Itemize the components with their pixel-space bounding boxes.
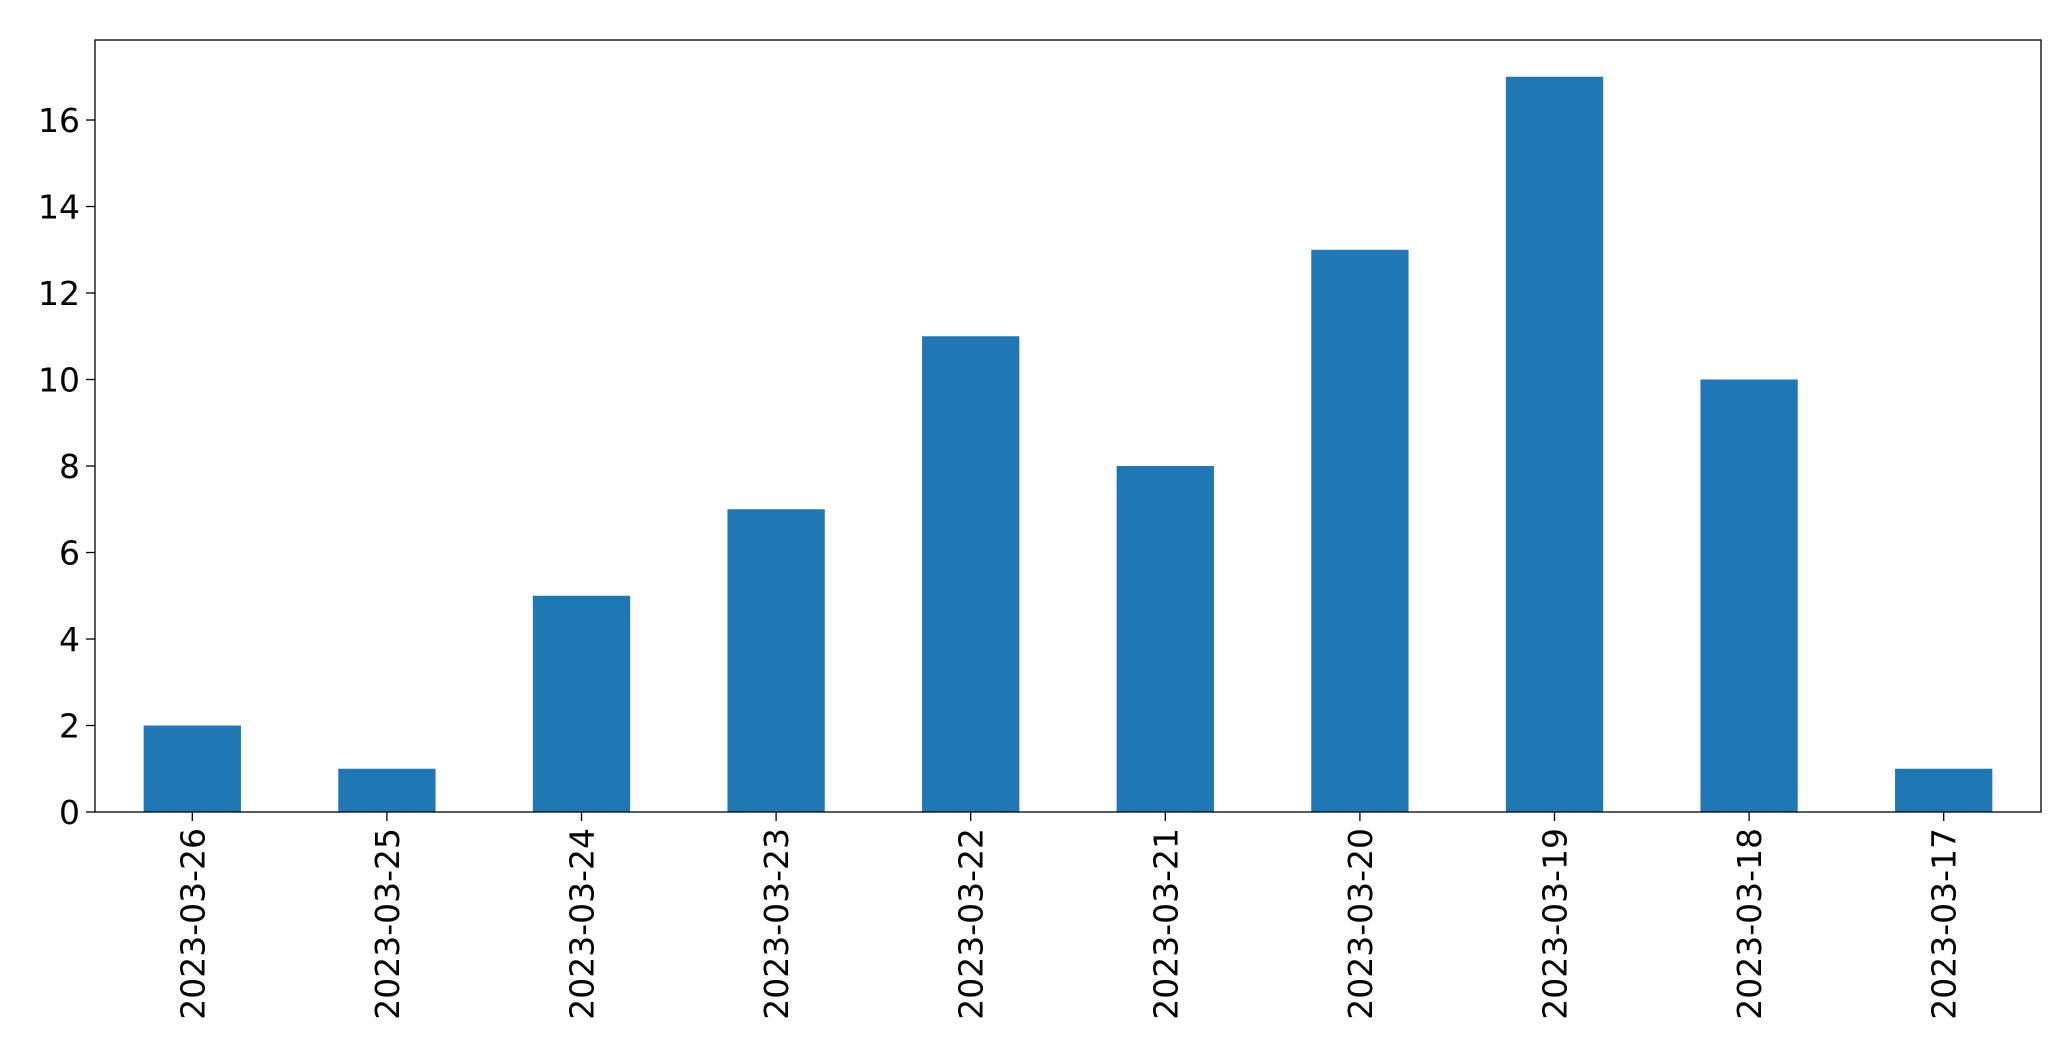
bar-2023-03-18 [1700,379,1798,812]
bar-2023-03-23 [727,509,825,812]
bar-2023-03-25 [338,768,436,812]
x-axis: 2023-03-26 2023-03-25 2023-03-24 2023-03-23… [173,812,1964,1020]
x-tick-label: 2023-03-25 [368,828,407,1020]
y-tick-label: 10 [38,361,80,400]
x-tick-label: 2023-03-23 [757,828,796,1020]
x-tick-label: 2023-03-19 [1536,828,1575,1020]
plot-frame [94,39,2042,813]
x-tick-label: 2023-03-21 [1146,828,1185,1020]
y-tick-label: 14 [38,188,80,227]
bar-2023-03-17 [1895,768,1993,812]
bars-group [143,76,1993,813]
bar-2023-03-26 [143,725,241,812]
bar-2023-03-24 [532,595,631,812]
x-tick-label: 2023-03-20 [1341,828,1380,1020]
y-tick-label: 16 [38,101,80,140]
x-tick-label: 2023-03-24 [563,828,602,1020]
y-axis: 0 2 4 6 8 10 12 14 16 [38,101,95,832]
y-tick-label: 12 [38,274,80,313]
bar-2023-03-22 [922,336,1020,812]
y-tick-label: 4 [59,620,80,659]
y-tick-label: 8 [59,447,80,486]
x-tick-label: 2023-03-17 [1925,828,1964,1020]
y-tick-label: 2 [59,707,80,746]
x-tick-label: 2023-03-18 [1730,828,1769,1020]
bar-2023-03-21 [1116,466,1214,812]
bar-2023-03-19 [1505,76,1604,812]
y-tick-label: 0 [59,793,80,832]
x-tick-label: 2023-03-26 [173,828,212,1020]
y-tick-label: 6 [59,534,80,573]
bar-2023-03-20 [1311,249,1409,813]
x-tick-label: 2023-03-22 [952,828,991,1020]
